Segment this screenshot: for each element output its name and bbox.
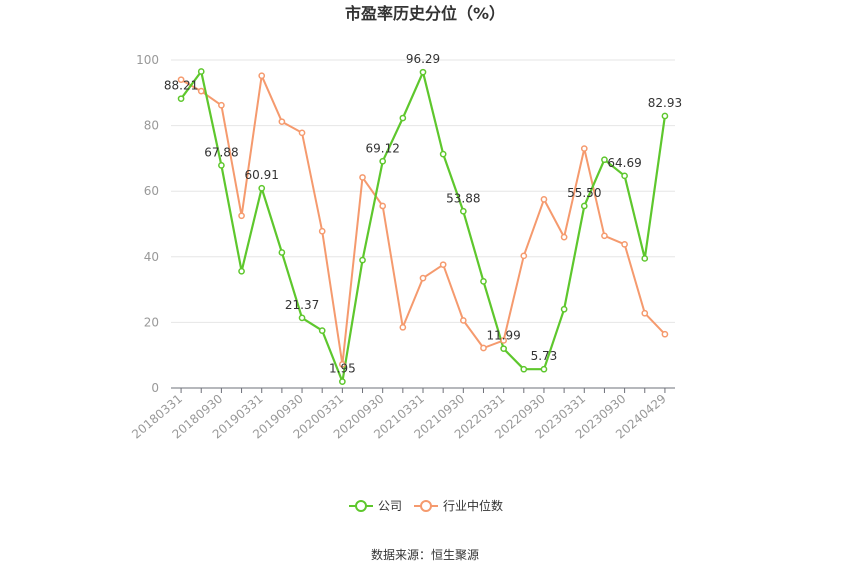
data-label: 21.37 (285, 298, 319, 312)
data-label: 53.88 (446, 191, 480, 205)
y-axis: 0 20 40 60 80 100 (136, 53, 159, 395)
data-point[interactable] (197, 87, 205, 95)
data-label: 96.29 (406, 52, 440, 66)
legend-item[interactable]: 公司 (349, 499, 402, 513)
data-point[interactable] (520, 252, 528, 260)
data-point[interactable] (480, 344, 487, 352)
data-point[interactable] (298, 129, 306, 137)
y-tick-label: 40 (144, 250, 159, 264)
data-point[interactable] (601, 232, 608, 240)
data-point[interactable] (580, 145, 588, 152)
y-tick-label: 60 (144, 184, 159, 198)
legend-label: 行业中位数 (443, 498, 503, 513)
data-point[interactable] (661, 112, 669, 120)
x-axis: 2018033120180930201903312019093020200331… (129, 387, 675, 442)
data-point[interactable] (399, 323, 407, 331)
data-point[interactable] (359, 256, 366, 264)
y-tick-label: 0 (151, 381, 159, 395)
data-point[interactable] (480, 278, 487, 285)
legend-item[interactable]: 行业中位数 (414, 498, 503, 513)
data-point[interactable] (379, 202, 387, 210)
y-tick-label: 20 (144, 315, 159, 329)
data-point[interactable] (419, 68, 427, 76)
data-point[interactable] (540, 196, 548, 203)
y-tick-label: 100 (136, 53, 159, 67)
series-points (177, 68, 669, 385)
data-point[interactable] (238, 267, 245, 275)
series-lines (180, 70, 666, 383)
data-point[interactable] (238, 212, 245, 220)
data-point[interactable] (580, 202, 588, 210)
legend-marker (420, 500, 432, 512)
data-point[interactable] (359, 174, 366, 181)
data-point[interactable] (459, 207, 467, 215)
legend-label: 公司 (378, 499, 402, 513)
data-point[interactable] (661, 330, 669, 338)
data-point[interactable] (218, 101, 225, 109)
data-point[interactable] (318, 227, 326, 235)
data-point[interactable] (278, 249, 286, 256)
data-label: 88.21 (164, 79, 198, 93)
data-point[interactable] (197, 68, 205, 75)
data-point[interactable] (500, 337, 507, 344)
data-point[interactable] (459, 317, 467, 324)
y-tick-label: 80 (144, 119, 159, 133)
source-note: 数据来源：恒生聚源 (371, 547, 479, 562)
data-point[interactable] (641, 309, 649, 317)
data-point[interactable] (641, 255, 649, 262)
data-point[interactable] (258, 184, 266, 192)
data-point[interactable] (560, 233, 568, 241)
legend-marker (355, 500, 367, 512)
data-point[interactable] (419, 274, 427, 282)
data-label: 64.69 (607, 156, 641, 170)
legend[interactable]: 公司 行业中位数 (349, 498, 503, 513)
series-line (180, 70, 666, 383)
data-point[interactable] (439, 261, 447, 269)
data-label: 1.95 (329, 362, 356, 376)
data-point[interactable] (500, 345, 507, 353)
data-label: 60.91 (245, 168, 279, 182)
data-point[interactable] (177, 76, 185, 84)
data-point[interactable] (318, 327, 326, 334)
data-point[interactable] (339, 361, 346, 368)
data-label: 69.12 (366, 141, 400, 155)
data-label: 11.99 (486, 329, 520, 343)
data-label: 67.88 (204, 145, 238, 159)
data-point[interactable] (177, 95, 185, 103)
data-point[interactable] (218, 162, 225, 169)
data-point[interactable] (621, 172, 628, 180)
data-point[interactable] (520, 365, 528, 373)
data-point[interactable] (621, 240, 628, 248)
data-labels: 88.21 67.88 60.91 21.37 1.95 69.12 96.29 53.88 1… (164, 52, 682, 375)
data-point[interactable] (258, 72, 266, 80)
data-point[interactable] (439, 150, 447, 158)
data-label: 55.50 (567, 186, 601, 200)
data-label: 5.73 (531, 349, 558, 363)
data-point[interactable] (399, 114, 407, 122)
data-point[interactable] (298, 314, 306, 322)
data-point[interactable] (540, 365, 548, 373)
data-point[interactable] (339, 378, 346, 385)
data-point[interactable] (601, 156, 608, 164)
data-point[interactable] (560, 305, 568, 313)
data-label: 82.93 (648, 96, 682, 110)
chart-title: 市盈率历史分位（%） (345, 4, 505, 23)
data-point[interactable] (278, 118, 286, 126)
data-point[interactable] (379, 157, 387, 165)
